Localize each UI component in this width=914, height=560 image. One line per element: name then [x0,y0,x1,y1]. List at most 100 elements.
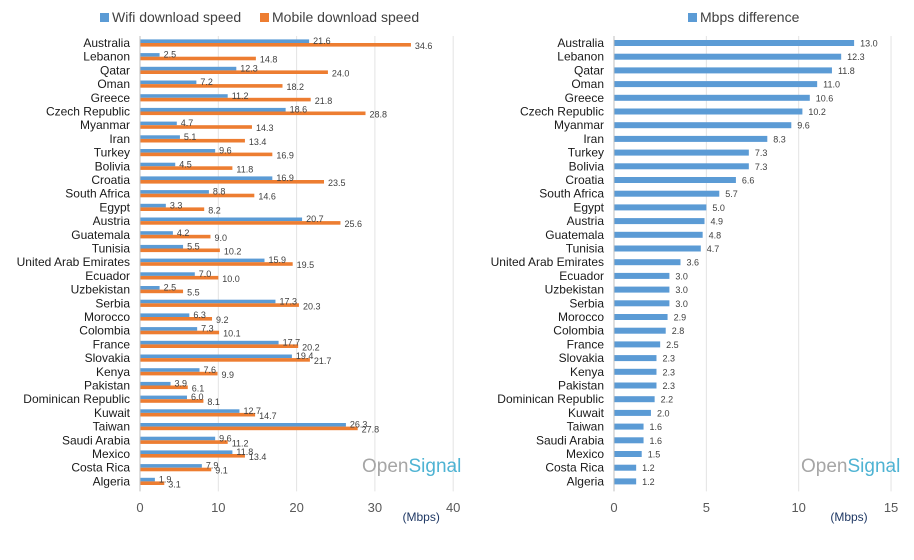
category-label: Bolivia [569,159,605,173]
mobile-bar [140,454,245,458]
mobile-bar [140,371,218,376]
mobile-bar [140,193,255,198]
wifi-bar [140,381,171,386]
mobile-value-label: 9.1 [215,466,228,476]
x-axis-label: (Mbps) [403,510,440,524]
category-label: Croatia [565,173,604,187]
wifi-value-label: 12.3 [240,63,258,73]
wifi-bar [140,299,276,304]
wifi-value-label: 21.6 [313,36,331,46]
opensignal-watermark: OpenSignal [801,456,900,477]
mobile-bar [140,412,256,417]
category-label: Iran [109,132,130,146]
mobile-bar [140,207,205,211]
wifi-value-label: 7.3 [201,324,214,334]
category-label: Kuwait [568,406,605,420]
mobile-value-label: 25.6 [344,219,362,229]
wifi-value-label: 26.3 [350,420,368,430]
x-tick-label: 0 [610,500,617,515]
difference-value-label: 2.3 [662,354,675,364]
mobile-bar [140,56,256,61]
difference-value-label: 5.7 [725,189,738,199]
mobile-value-label: 21.7 [314,356,332,366]
wifi-bar [140,107,286,112]
category-label: Costa Rica [71,461,130,475]
category-label: Colombia [79,324,130,338]
wifi-bar [140,258,265,263]
wifi-value-label: 2.5 [164,50,177,60]
category-label: Morocco [84,310,130,324]
wifi-bar [140,80,197,85]
wifi-value-label: 4.7 [181,118,194,128]
category-label: Mexico [566,447,604,461]
wifi-value-label: 9.6 [219,433,232,443]
mobile-value-label: 34.6 [415,41,433,51]
category-label: Austria [567,214,605,228]
mobile-bar [140,43,411,47]
wifi-bar [140,450,233,454]
legend-label: Mbps difference [700,9,800,25]
category-label: Qatar [574,63,604,77]
mobile-value-label: 20.2 [302,342,320,352]
difference-value-label: 2.5 [666,340,679,350]
wifi-value-label: 19.4 [296,351,314,361]
difference-bar [614,300,670,307]
category-label: Egypt [573,200,604,214]
wifi-bar [140,436,216,441]
category-label: Ecuador [559,269,604,283]
wifi-value-label: 5.1 [184,132,197,142]
difference-value-label: 1.6 [650,436,663,446]
difference-value-label: 2.3 [662,367,675,377]
wifi-bar [140,135,180,139]
difference-bar [614,231,703,238]
opensignal-watermark: OpenSignal [362,456,461,477]
wifi-value-label: 15.9 [268,255,286,265]
x-tick-label: 40 [446,500,460,515]
mobile-value-label: 10.0 [222,274,240,284]
difference-bar [614,94,810,101]
difference-value-label: 3.0 [675,299,688,309]
difference-bar [614,355,657,362]
mobile-value-label: 14.7 [259,411,277,421]
category-label: Mexico [92,447,130,461]
difference-value-label: 3.6 [686,258,699,268]
category-label: Slovakia [85,351,131,365]
difference-value-label: 6.6 [742,176,755,186]
difference-bar [614,464,637,471]
mobile-value-label: 13.4 [249,452,267,462]
wifi-bar [140,368,200,372]
x-tick-label: 20 [289,500,303,515]
mobile-value-label: 14.6 [258,192,276,202]
difference-bar [614,272,670,279]
x-tick-label: 30 [368,500,382,515]
mobile-bar [140,330,220,335]
wifi-bar [140,217,303,222]
mobile-value-label: 8.1 [207,397,220,407]
category-label: Kenya [570,365,604,379]
difference-value-label: 2.3 [662,381,675,391]
difference-value-label: 1.5 [648,450,661,460]
category-label: Croatia [91,173,130,187]
wifi-bar [140,121,177,126]
mobile-bar [140,303,299,307]
category-label: South Africa [539,187,604,201]
legend-swatch [100,13,109,22]
wifi-value-label: 7.9 [206,461,219,471]
category-label: Czech Republic [520,105,604,119]
mobile-value-label: 21.8 [315,96,333,106]
mobile-bar [140,467,212,472]
legend-swatch [688,13,697,22]
wifi-bar [140,176,273,180]
difference-value-label: 4.8 [709,230,722,240]
category-label: Tunisia [566,242,605,256]
mobile-bar [140,111,366,116]
difference-bar [614,409,651,416]
category-label: Serbia [569,296,604,310]
x-tick-label: 5 [703,500,710,515]
category-label: Czech Republic [46,105,130,119]
wifi-bar [140,39,310,43]
wifi-value-label: 16.9 [276,173,294,183]
difference-value-label: 4.9 [711,217,724,227]
mobile-value-label: 19.5 [297,260,315,270]
